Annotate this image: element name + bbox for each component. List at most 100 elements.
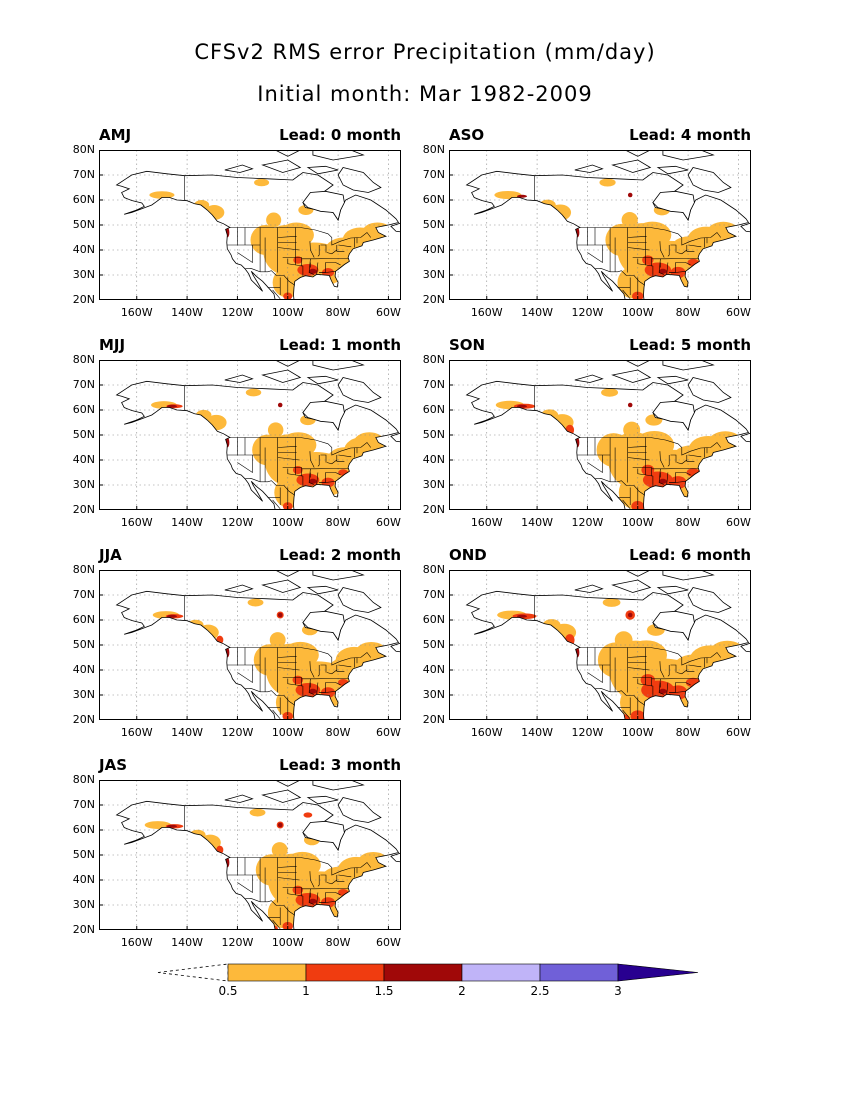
lon-tick-label: 120W — [571, 726, 604, 739]
error-region-max — [516, 404, 528, 408]
lat-tick-label: 80N — [422, 143, 445, 156]
error-region — [255, 854, 288, 886]
colorbar-segment — [227, 963, 307, 982]
lon-tick-label: 140W — [171, 306, 204, 319]
lat-tick-label: 30N — [72, 688, 95, 701]
border-line — [320, 874, 327, 883]
island-outline — [275, 780, 301, 787]
border-line — [669, 271, 686, 273]
error-region — [633, 221, 672, 249]
lat-tick-label: 60N — [72, 823, 95, 836]
border-line — [650, 647, 722, 666]
lon-tick-label: 60W — [725, 516, 751, 529]
lon-tick-label: 140W — [521, 516, 554, 529]
panel-season-label: JAS — [99, 756, 127, 774]
colorbar-segment — [383, 963, 463, 982]
border-line — [338, 244, 352, 248]
lon-tick-label: 100W — [621, 306, 654, 319]
lon-tick-label: 100W — [271, 306, 304, 319]
error-region — [144, 821, 172, 829]
lat-tick-label: 50N — [72, 428, 95, 441]
border-line — [594, 477, 645, 496]
border-line — [336, 455, 345, 462]
border-line — [676, 249, 687, 255]
colorbar — [157, 963, 699, 982]
error-region-max — [627, 612, 633, 618]
lon-tick-label: 80W — [325, 726, 351, 739]
hudson-bay — [302, 820, 345, 851]
border-line — [688, 244, 702, 248]
border-line — [587, 245, 603, 264]
lon-tick-label: 60W — [375, 516, 401, 529]
lat-tick-label: 70N — [422, 378, 445, 391]
border-line — [338, 454, 352, 458]
panel-season-label: AMJ — [99, 126, 132, 144]
error-region — [247, 598, 264, 607]
error-region — [596, 433, 631, 467]
lat-tick-label: 20N — [72, 713, 95, 726]
lat-tick-label: 80N — [72, 563, 95, 576]
error-region-high — [641, 464, 655, 476]
lon-tick-label: 60W — [725, 726, 751, 739]
lon-tick-label: 80W — [675, 516, 701, 529]
error-region — [601, 388, 619, 397]
border-line — [336, 875, 345, 882]
error-region — [494, 190, 522, 200]
island-outline — [337, 587, 382, 613]
error-region-max — [659, 478, 667, 484]
error-region-max — [166, 614, 178, 618]
island-outline — [662, 150, 715, 161]
lat-tick-label: 70N — [72, 378, 95, 391]
colorbar-tick-label: 0.5 — [218, 984, 238, 998]
lat-tick-label: 40N — [422, 663, 445, 676]
lat-tick-label: 50N — [72, 848, 95, 861]
map-panel — [99, 150, 401, 300]
border-line — [277, 667, 300, 671]
border-line — [326, 459, 337, 465]
error-region-high — [644, 262, 672, 278]
border-line — [594, 267, 645, 286]
border-line — [272, 289, 281, 299]
error-region-max — [277, 612, 283, 618]
lon-tick-label: 100W — [271, 726, 304, 739]
lon-tick-label: 100W — [271, 516, 304, 529]
lon-tick-label: 160W — [120, 306, 153, 319]
hudson-bay — [652, 400, 695, 431]
island-outline — [312, 150, 365, 161]
island-outline — [312, 360, 365, 371]
error-region — [267, 422, 284, 438]
island-outline — [337, 167, 382, 193]
lat-tick-label: 60N — [72, 403, 95, 416]
colorbar-low-arrow — [157, 963, 229, 982]
island-outline — [224, 374, 254, 383]
lat-tick-label: 60N — [422, 193, 445, 206]
border-line — [317, 245, 320, 257]
border-line — [309, 241, 315, 258]
colorbar-tick-label: 2 — [458, 984, 466, 998]
island-outline — [662, 360, 715, 371]
panel-lead-label: Lead: 3 month — [279, 756, 401, 774]
error-region — [599, 178, 616, 187]
island-outline — [687, 377, 732, 403]
lat-tick-label: 30N — [72, 898, 95, 911]
error-region — [602, 598, 621, 607]
border-line — [316, 892, 319, 905]
lon-tick-label: 140W — [171, 936, 204, 949]
lat-tick-label: 80N — [422, 563, 445, 576]
panel-lead-label: Lead: 1 month — [279, 336, 401, 354]
island-outline — [337, 377, 382, 403]
border-line — [658, 258, 665, 275]
error-shading — [149, 178, 393, 300]
lat-tick-label: 60N — [422, 613, 445, 626]
border-line — [688, 664, 702, 668]
border-line — [287, 258, 303, 267]
lat-tick-label: 70N — [72, 168, 95, 181]
border-line — [308, 468, 315, 485]
border-line — [320, 454, 327, 463]
border-line — [325, 262, 341, 266]
border-line — [309, 871, 315, 888]
colorbar-tick-label: 2.5 — [530, 984, 550, 998]
border-line — [325, 682, 341, 686]
island-outline — [275, 150, 301, 157]
border-line — [277, 236, 297, 238]
